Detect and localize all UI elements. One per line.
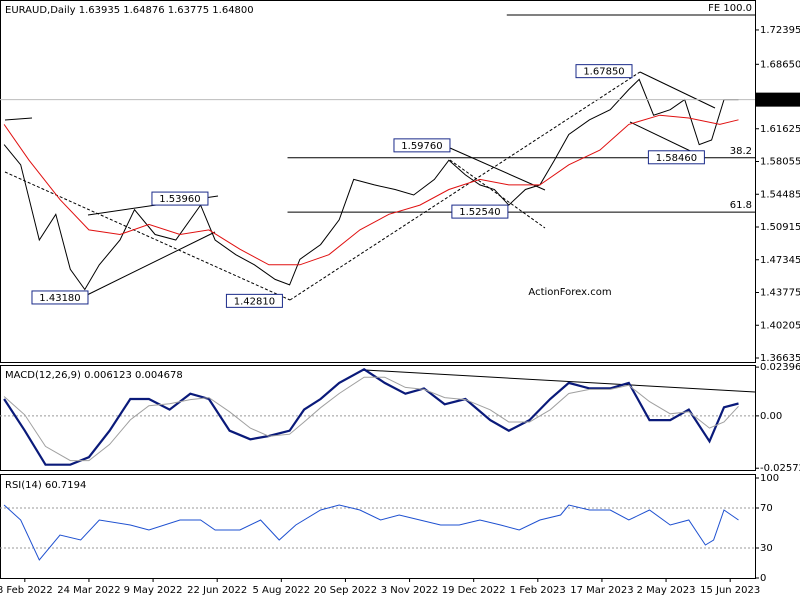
y-tick-label: -0.025726	[760, 463, 800, 474]
level-label: FE 100.0	[708, 3, 752, 14]
annotation-label: 1.42810	[234, 296, 275, 307]
y-tick-label: 1.43775	[760, 288, 800, 299]
x-tick-label: 15 Jun 2023	[700, 585, 760, 596]
trendline	[449, 147, 546, 191]
x-tick-label: 17 Mar 2023	[570, 585, 633, 596]
trendline	[4, 117, 33, 121]
y-tick-label: 1.72395	[760, 25, 800, 36]
x-tick-label: 9 May 2022	[124, 585, 183, 596]
y-tick-label: 0.00	[760, 411, 782, 422]
series-line	[3, 114, 739, 266]
annotation-box	[151, 191, 209, 206]
last-price-box	[756, 92, 800, 107]
level-label: 38.2	[730, 146, 752, 157]
y-tick-label: 1.61625	[760, 124, 800, 135]
y-tick-label: 1.68650	[760, 59, 800, 70]
x-tick-label: 20 Sep 2022	[314, 585, 377, 596]
watermark: ActionForex.com	[528, 287, 611, 298]
annotation-box	[31, 290, 89, 305]
annotation-label: 1.67850	[583, 67, 624, 78]
trendline	[449, 159, 546, 229]
series-line	[3, 78, 739, 291]
x-tick-label: 3 Nov 2022	[381, 585, 439, 596]
annotation-label: 1.58460	[656, 153, 697, 164]
annotation-label: 1.59760	[401, 141, 442, 152]
price-panel	[0, 0, 756, 363]
annotation-box	[393, 138, 451, 153]
y-tick-label: 70	[760, 503, 773, 514]
x-tick-label: 8 Feb 2022	[0, 585, 53, 596]
macd-panel	[0, 365, 756, 471]
y-tick-label: 0	[760, 573, 766, 584]
y-tick-label: 1.36635	[760, 353, 800, 364]
y-tick-label: 1.54485	[760, 189, 800, 200]
annotation-label: 1.53960	[159, 194, 200, 205]
x-tick-label: 1 Feb 2023	[510, 585, 566, 596]
annotation-label: 1.52540	[459, 207, 500, 218]
trendlines	[4, 71, 756, 393]
series-line	[3, 368, 739, 466]
x-tick-label: 5 Aug 2022	[252, 585, 310, 596]
trendline	[639, 71, 716, 109]
trendline	[364, 369, 756, 393]
annotation-box	[451, 204, 509, 219]
panel-title: EURAUD,Daily 1.63935 1.64876 1.63775 1.6…	[5, 5, 254, 16]
x-tick-label: 24 Mar 2022	[57, 585, 120, 596]
annotation-box	[225, 293, 283, 308]
series-line	[3, 504, 739, 561]
y-tick-label: 0.023963	[760, 362, 800, 373]
trendline	[84, 231, 216, 297]
level-label: 61.8	[730, 200, 752, 211]
annotation-box	[647, 150, 705, 165]
y-tick-label: 100	[760, 473, 779, 484]
y-tick-label: 1.50915	[760, 222, 800, 233]
annotation-box	[575, 64, 633, 79]
rsi-panel	[0, 474, 756, 579]
x-tick-label: 22 Jun 2022	[187, 585, 247, 596]
panel-title: RSI(14) 60.7194	[5, 480, 86, 491]
last-price-label: 1.64800	[759, 95, 800, 106]
y-tick-label: 1.58055	[760, 157, 800, 168]
panel-title: MACD(12,26,9) 0.006123 0.004678	[5, 370, 183, 381]
x-tick-label: 2 May 2023	[637, 585, 696, 596]
series-line	[3, 376, 739, 462]
y-tick-label: 1.47345	[760, 255, 800, 266]
y-tick-label: 30	[760, 543, 773, 554]
trendline	[4, 171, 291, 301]
annotation-label: 1.43180	[39, 293, 80, 304]
x-tick-label: 19 Dec 2022	[442, 585, 506, 596]
y-tick-label: 1.40205	[760, 320, 800, 331]
